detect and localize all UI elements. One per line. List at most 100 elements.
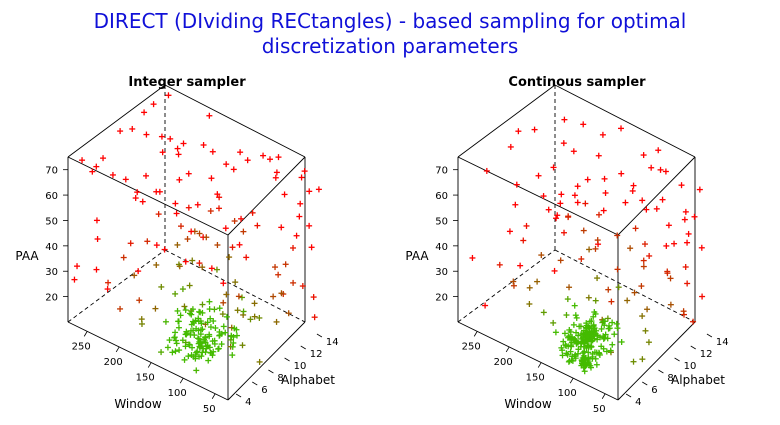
sample-point	[645, 339, 652, 346]
sample-point	[222, 225, 229, 232]
sample-point	[630, 358, 637, 365]
sample-point	[513, 181, 520, 188]
y-tick-label: 4	[245, 397, 251, 408]
y-tick-mark	[658, 369, 664, 374]
sample-point	[158, 283, 165, 290]
sample-point	[573, 314, 580, 321]
sample-point	[614, 325, 621, 332]
sample-point	[230, 339, 237, 346]
sample-point	[158, 349, 165, 356]
z-tick-label: 60	[435, 191, 448, 202]
sample-point	[290, 244, 297, 251]
sample-point	[153, 188, 160, 195]
sample-point	[557, 257, 564, 264]
z-tick-label: 30	[45, 267, 58, 278]
sample-point	[196, 230, 203, 237]
sample-point	[105, 279, 112, 286]
sample-point	[563, 312, 570, 319]
sample-point	[585, 332, 592, 339]
sample-point	[561, 330, 568, 337]
sample-point	[199, 264, 206, 271]
sample-point	[609, 319, 616, 326]
sample-point	[251, 300, 258, 307]
sample-point	[189, 306, 196, 313]
sample-point	[210, 318, 217, 325]
sample-point	[580, 362, 587, 369]
sample-point	[249, 209, 256, 216]
sample-point	[237, 149, 244, 156]
sample-point	[311, 314, 318, 321]
sample-point	[209, 148, 216, 155]
figure-title-line2: discretization parameters	[262, 34, 519, 58]
sample-point	[120, 254, 127, 261]
box-edge	[554, 84, 696, 158]
sample-point	[642, 327, 649, 334]
x-tick-mark	[569, 377, 574, 384]
sample-point	[589, 355, 596, 362]
sample-point	[240, 308, 247, 315]
sample-point	[550, 164, 557, 171]
sample-point	[278, 224, 285, 231]
box-edge	[554, 249, 696, 323]
x-tick-mark	[537, 362, 542, 368]
sample-point	[158, 133, 165, 140]
sample-point	[285, 310, 292, 317]
sample-point	[197, 331, 204, 338]
sample-point	[655, 147, 662, 154]
sample-point	[603, 348, 610, 355]
sample-point	[200, 141, 207, 148]
y-tick-label: 10	[684, 361, 697, 372]
sample-point	[186, 282, 193, 289]
sample-point	[234, 307, 241, 314]
sample-point	[598, 325, 605, 332]
sample-point	[550, 319, 557, 326]
y-tick-label: 12	[700, 349, 713, 360]
sample-point	[595, 211, 602, 218]
sample-point	[639, 356, 646, 363]
x-tick-label: 50	[593, 404, 606, 415]
sample-point	[89, 168, 96, 175]
box-edge	[457, 249, 556, 323]
sample-point	[167, 135, 174, 142]
sample-point	[206, 344, 213, 351]
sample-point	[74, 263, 81, 270]
sample-point	[215, 346, 222, 353]
sample-point	[177, 223, 184, 230]
sample-point	[531, 126, 538, 133]
sample-point	[565, 358, 572, 365]
sample-point	[657, 166, 664, 173]
y-tick-label: 14	[326, 337, 339, 348]
sample-point	[587, 364, 594, 371]
sample-point	[150, 101, 157, 108]
sample-point	[238, 294, 245, 301]
sample-point	[640, 263, 647, 270]
sample-point	[602, 331, 609, 338]
sample-point	[622, 199, 629, 206]
sample-point	[139, 198, 146, 205]
x-tick-label: 100	[558, 388, 577, 399]
sample-point	[175, 318, 182, 325]
sample-point	[567, 328, 574, 335]
sample-point	[580, 121, 587, 128]
sample-point	[174, 307, 181, 314]
y-tick-mark	[690, 345, 696, 350]
sample-point	[578, 255, 585, 262]
y-tick-mark	[252, 381, 258, 386]
sample-point	[560, 140, 567, 147]
sample-point	[632, 225, 639, 232]
sample-point	[685, 230, 692, 237]
x-tick-label: 250	[462, 341, 481, 352]
sample-point	[240, 228, 247, 235]
sample-point	[565, 213, 572, 220]
x-tick-mark	[473, 331, 478, 337]
y-tick-label: 8	[667, 373, 673, 384]
sample-point	[315, 186, 322, 193]
sample-point	[592, 297, 599, 304]
sample-point	[604, 335, 611, 342]
sample-point	[94, 236, 101, 243]
sample-point	[575, 332, 582, 339]
figure-title-line1: DIRECT (DIviding RECtangles) - based sam…	[94, 9, 687, 33]
sample-point	[631, 289, 638, 296]
sample-point	[629, 187, 636, 194]
